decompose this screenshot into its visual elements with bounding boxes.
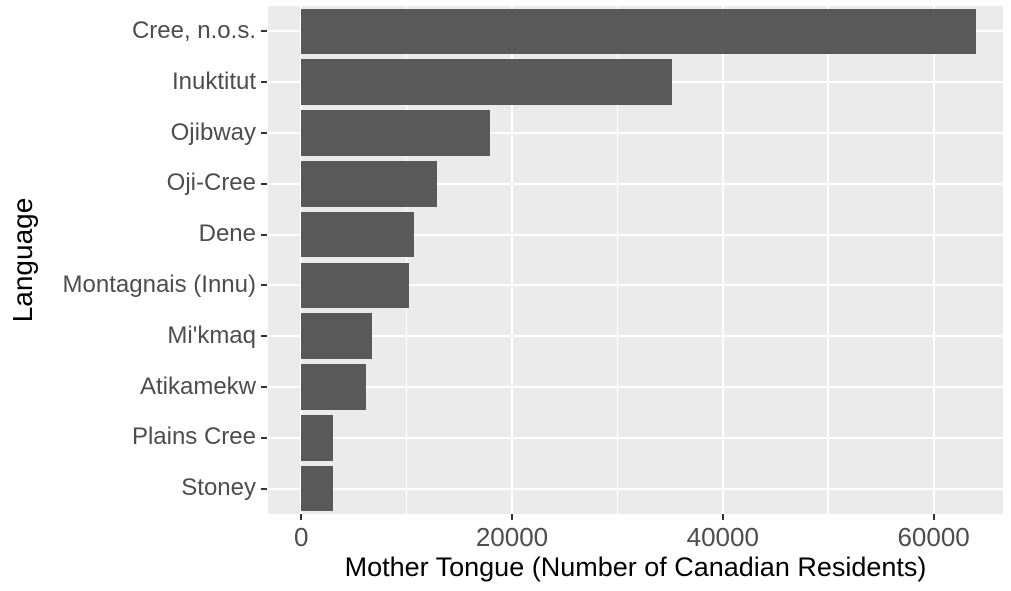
- y-major-gridline: [268, 284, 1003, 287]
- y-tick-mark: [261, 182, 267, 185]
- bar-stoney: [301, 465, 334, 512]
- x-tick-mark: [511, 514, 513, 520]
- x-tick-mark: [721, 514, 724, 520]
- x-tick-label-40000: 40000: [686, 522, 759, 552]
- y-tick-label-stoney: Stoney: [181, 474, 256, 502]
- y-tick-label-oji-cree: Oji-Cree: [166, 169, 256, 197]
- y-tick-mark: [261, 132, 267, 134]
- x-tick-mark: [300, 514, 303, 520]
- y-major-gridline: [268, 487, 1003, 490]
- x-major-gridline: [511, 6, 513, 514]
- bar-plains-cree: [301, 414, 334, 461]
- bar-ojibway: [301, 110, 490, 156]
- y-tick-label-dene: Dene: [198, 220, 256, 248]
- y-tick-label-mi-kmaq: Mi'kmaq: [167, 321, 256, 349]
- y-major-gridline: [268, 233, 1003, 236]
- y-tick-label-inuktitut: Inuktitut: [171, 67, 256, 95]
- y-tick-mark: [261, 386, 267, 388]
- x-minor-gridline: [405, 6, 408, 514]
- bar-mi-kmaq: [301, 313, 372, 360]
- y-tick-mark: [261, 30, 267, 33]
- bar-dene: [301, 211, 414, 258]
- x-tick-label-20000: 20000: [475, 522, 549, 552]
- y-major-gridline: [268, 182, 1003, 185]
- x-major-gridline: [721, 6, 724, 514]
- x-minor-gridline: [827, 6, 829, 514]
- y-tick-mark: [261, 436, 267, 439]
- bar-inuktitut: [301, 59, 673, 106]
- x-major-gridline: [932, 6, 935, 514]
- bar-cree-n-o-s: [301, 8, 977, 55]
- y-major-gridline: [268, 132, 1003, 134]
- y-tick-mark: [261, 233, 267, 236]
- y-major-gridline: [268, 335, 1003, 338]
- y-tick-mark: [261, 487, 267, 490]
- y-tick-label-ojibway: Ojibway: [170, 118, 256, 146]
- bar-atikamekw: [301, 364, 366, 410]
- y-major-gridline: [268, 386, 1003, 388]
- y-tick-mark: [261, 284, 267, 287]
- x-tick-label-0: 0: [293, 522, 309, 552]
- y-tick-label-montagnais-innu: Montagnais (Innu): [62, 271, 256, 298]
- y-tick-mark: [261, 335, 267, 338]
- y-tick-mark: [261, 81, 267, 84]
- x-minor-gridline: [616, 6, 619, 514]
- y-tick-label-atikamekw: Atikamekw: [139, 372, 256, 400]
- x-tick-mark: [932, 514, 935, 520]
- bar-oji-cree: [301, 160, 437, 207]
- plot-panel: [268, 6, 1003, 514]
- bar-montagnais-innu: [301, 262, 409, 309]
- y-tick-label-plains-cree: Plains Cree: [131, 423, 256, 451]
- x-axis-title: Mother Tongue (Number of Canadian Reside…: [344, 552, 927, 582]
- x-tick-label-60000: 60000: [897, 522, 970, 552]
- y-tick-label-cree-n-o-s: Cree, n.o.s.: [131, 17, 256, 44]
- x-major-gridline: [300, 6, 303, 514]
- y-major-gridline: [268, 436, 1003, 439]
